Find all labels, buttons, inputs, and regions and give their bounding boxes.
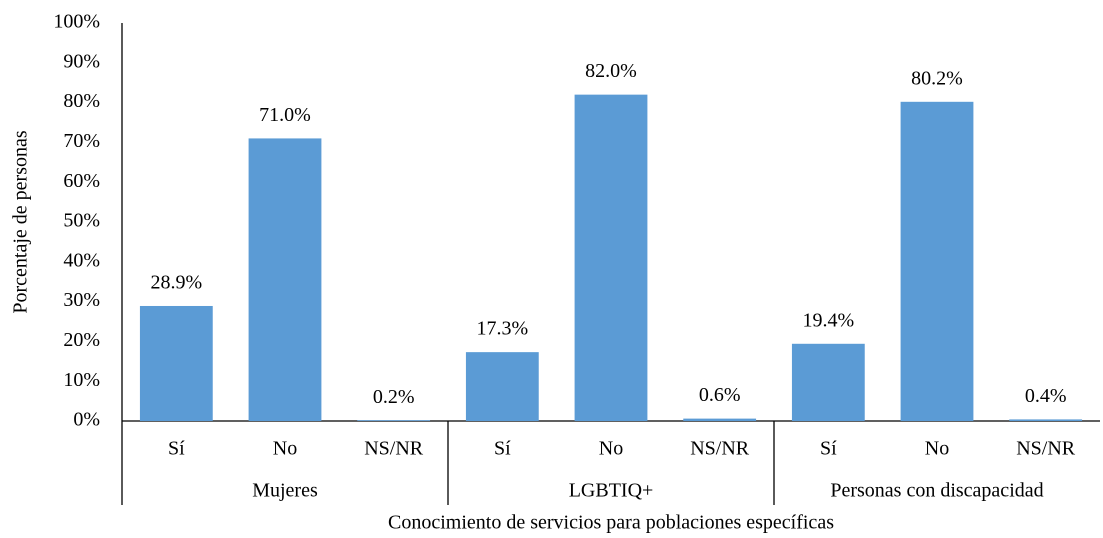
y-tick-label: 60% bbox=[63, 170, 100, 192]
x-tick-label: NS/NR bbox=[690, 438, 750, 460]
x-tick-label: Sí bbox=[494, 438, 511, 460]
x-tick-label: No bbox=[925, 438, 949, 460]
bar bbox=[248, 138, 322, 422]
bar bbox=[900, 101, 974, 421]
y-tick-label: 40% bbox=[63, 249, 100, 271]
y-tick-label: 100% bbox=[53, 11, 100, 33]
x-tick-label: No bbox=[599, 438, 623, 460]
value-label: 28.9% bbox=[150, 272, 202, 294]
y-tick-label: 70% bbox=[63, 130, 100, 152]
value-label: 0.4% bbox=[1025, 385, 1067, 407]
y-tick-label: 50% bbox=[63, 210, 100, 232]
y-tick-label: 0% bbox=[73, 409, 100, 431]
y-tick-label: 10% bbox=[63, 369, 100, 391]
bar bbox=[139, 305, 213, 421]
value-label: 17.3% bbox=[476, 318, 528, 340]
bar bbox=[465, 352, 539, 421]
y-axis-title: Porcentaje de personas bbox=[10, 130, 32, 313]
x-tick-label: NS/NR bbox=[1016, 438, 1076, 460]
y-tick-label: 80% bbox=[63, 90, 100, 112]
group-label: Personas con discapacidad bbox=[830, 480, 1043, 502]
value-label: 19.4% bbox=[802, 309, 854, 331]
x-tick-label: NS/NR bbox=[364, 438, 424, 460]
value-label: 80.2% bbox=[911, 67, 963, 89]
x-tick-label: No bbox=[273, 438, 297, 460]
x-tick-label: Sí bbox=[168, 438, 185, 460]
x-tick-label: Sí bbox=[820, 438, 837, 460]
y-tick-label: 90% bbox=[63, 50, 100, 72]
value-label: 71.0% bbox=[259, 104, 311, 126]
group-label: Mujeres bbox=[252, 480, 318, 502]
bar bbox=[791, 343, 865, 421]
group-label: LGBTIQ+ bbox=[569, 480, 654, 502]
value-label: 0.6% bbox=[699, 384, 741, 406]
value-label: 0.2% bbox=[373, 386, 415, 408]
bar bbox=[357, 420, 431, 421]
y-tick-label: 20% bbox=[63, 329, 100, 351]
bar bbox=[1009, 419, 1083, 421]
x-axis-title: Conocimiento de servicios para poblacion… bbox=[388, 512, 834, 534]
y-tick-label: 30% bbox=[63, 289, 100, 311]
value-label: 82.0% bbox=[585, 60, 637, 82]
bar bbox=[574, 94, 648, 421]
bar bbox=[683, 418, 757, 421]
